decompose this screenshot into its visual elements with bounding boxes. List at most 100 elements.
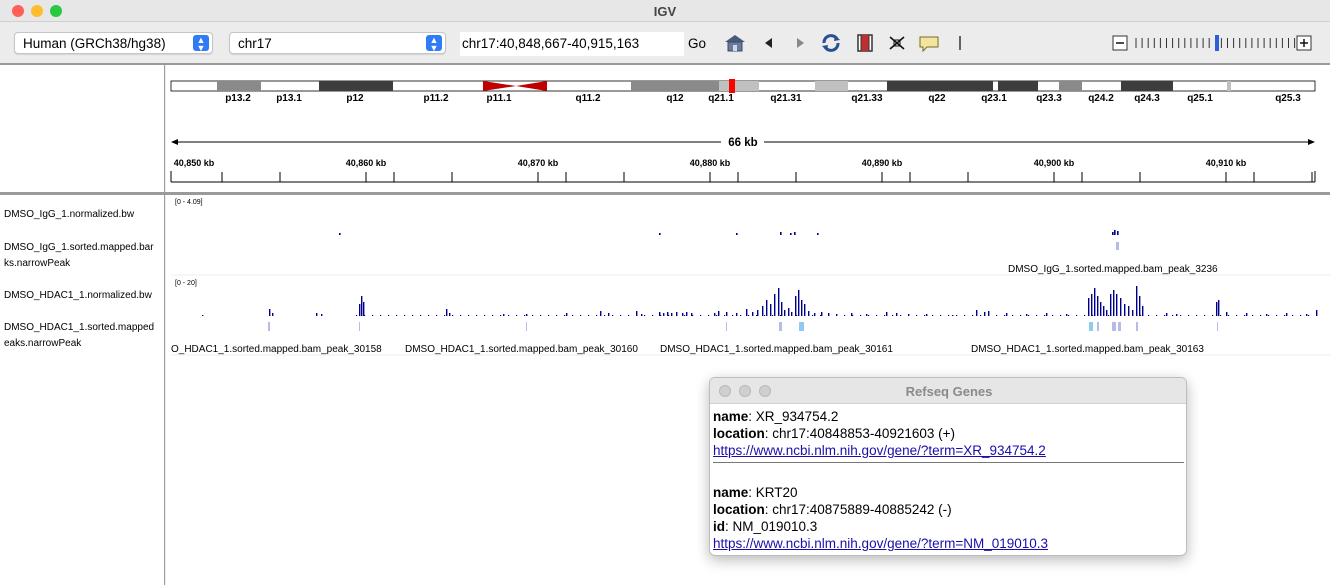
coverage-bar	[388, 315, 390, 316]
coverage-bar	[321, 314, 323, 316]
coverage-bar	[988, 311, 990, 316]
coverage-bar	[714, 313, 716, 316]
coverage-bar	[724, 315, 726, 316]
hdac1-coverage-track	[202, 286, 1318, 316]
hdac1-range-label: [0 - 20]	[175, 280, 197, 287]
coverage-bar	[984, 312, 986, 316]
coverage-bar	[600, 311, 602, 316]
coverage-bar	[564, 315, 566, 316]
coverage-bar	[460, 315, 462, 316]
coverage-bar	[1100, 315, 1102, 316]
gene2-id-row: id: NM_019010.3	[713, 519, 818, 534]
coverage-bar	[788, 315, 790, 316]
igg-peak-label: DMSO_IgG_1.sorted.mapped.bam_peak_3236	[1008, 264, 1218, 275]
track-name-igg-bw[interactable]: DMSO_IgG_1.normalized.bw	[4, 209, 135, 220]
coverage-bar	[449, 313, 451, 316]
coverage-bar	[524, 315, 526, 316]
coverage-bar	[900, 315, 902, 316]
coverage-bar	[1140, 315, 1142, 316]
back-arrow-icon[interactable]	[757, 32, 781, 54]
coverage-bar	[516, 315, 518, 316]
coverage-bar	[659, 312, 661, 316]
coverage-bar	[269, 309, 271, 316]
coverage-bar	[808, 311, 810, 316]
gene2-ncbi-link[interactable]: https://www.ncbi.nlm.nih.gov/gene/?term=…	[713, 536, 1049, 551]
coverage-bar	[339, 233, 341, 235]
coverage-bar	[1306, 314, 1308, 316]
hdac1-peaks-track	[268, 322, 1218, 331]
coverage-bar	[356, 315, 358, 316]
zoom-window-button[interactable]	[50, 5, 62, 17]
span-indicator: 66 kb	[171, 137, 1315, 149]
track-name-hdac1-bw[interactable]: DMSO_HDAC1_1.normalized.bw	[4, 290, 152, 301]
roi-icon[interactable]	[853, 32, 877, 54]
coverage-bar	[566, 313, 568, 316]
popup-minimize-button[interactable]	[739, 385, 751, 397]
coverage-bar	[766, 300, 768, 316]
coverage-bar	[956, 315, 958, 316]
track-name-panel: DMSO_IgG_1.normalized.bw DMSO_IgG_1.sort…	[0, 65, 165, 585]
ruler-tick-label: 40,880 kb	[690, 158, 731, 168]
home-icon[interactable]	[723, 32, 747, 54]
coverage-bar	[686, 312, 688, 316]
locus-input[interactable]: chr17:40,848,667-40,915,163	[460, 32, 684, 56]
coverage-bar	[1252, 315, 1254, 316]
refseq-genes-popup[interactable]: Refseq Genes name: XR_934754.2 location:…	[709, 377, 1187, 556]
coverage-bar	[359, 304, 361, 316]
genome-dropdown[interactable]: Human (GRCh38/hg38) ▲ ▼	[14, 32, 213, 54]
coverage-bar	[1166, 313, 1168, 316]
coverage-bar	[572, 315, 574, 316]
resize-icon[interactable]	[885, 32, 909, 54]
minimize-window-button[interactable]	[31, 5, 43, 17]
coverage-bar	[652, 315, 654, 316]
track-name-igg-peaks-line1[interactable]: DMSO_IgG_1.sorted.mapped.bar	[4, 242, 154, 253]
track-name-igg-peaks-line2[interactable]: ks.narrowPeak	[4, 258, 71, 269]
peak-feature	[526, 322, 527, 331]
coverage-bar	[817, 233, 819, 235]
coverage-bar	[804, 315, 806, 316]
coverage-bar	[444, 315, 446, 316]
go-button[interactable]: Go	[688, 36, 707, 51]
ruler-panel[interactable]: p13.2 p13.1 p12 p11.2 p11.1 q11.2 q12 q21.1 q21.…	[166, 65, 1330, 192]
close-window-button[interactable]	[12, 5, 24, 17]
hdac1-peak-label-30161: DMSO_HDAC1_1.sorted.mapped.bam_peak_3016…	[660, 344, 893, 355]
popup-title: Refseq Genes	[905, 384, 993, 399]
refresh-icon[interactable]	[819, 32, 843, 54]
track-name-hdac1-peaks-line2[interactable]: eaks.narrowPeak	[4, 338, 82, 349]
coverage-bar	[684, 315, 686, 316]
chromosome-ideogram	[170, 79, 1316, 93]
coverage-bar	[886, 312, 888, 316]
gene2-name-row: name: KRT20	[713, 485, 798, 500]
popup-zoom-button[interactable]	[759, 385, 771, 397]
zoom-slider[interactable]	[1112, 35, 1317, 51]
forward-arrow-icon[interactable]	[788, 32, 812, 54]
ruler-tick-label: 40,890 kb	[862, 158, 903, 168]
coverage-bar	[1218, 300, 1220, 316]
hdac1-peak-label-30163: DMSO_HDAC1_1.sorted.mapped.bam_peak_3016…	[971, 344, 1204, 355]
coverage-bar	[667, 312, 669, 316]
coverage-bar	[1226, 312, 1228, 316]
coverage-bar	[663, 313, 665, 316]
coverage-bar	[1132, 310, 1134, 316]
coverage-bar	[868, 315, 870, 316]
track-name-hdac1-peaks-line1[interactable]: DMSO_HDAC1_1.sorted.mapped	[4, 322, 155, 333]
coverage-bar	[1300, 315, 1302, 316]
coverage-bar	[476, 315, 478, 316]
gene1-ncbi-link[interactable]: https://www.ncbi.nlm.nih.gov/gene/?term=…	[713, 443, 1046, 458]
coverage-bar	[641, 314, 643, 316]
chromosome-dropdown[interactable]: chr17 ▲ ▼	[229, 32, 446, 54]
coverage-bar	[756, 315, 758, 316]
popup-close-button[interactable]	[719, 385, 731, 397]
coverage-bar	[1236, 315, 1238, 316]
coverage-bar	[716, 315, 718, 316]
coverage-bar	[757, 310, 759, 316]
coverage-bar	[908, 315, 910, 316]
coverage-bar	[1204, 315, 1206, 316]
coverage-bar	[620, 315, 622, 316]
coverage-bar	[1260, 315, 1262, 316]
coverage-bar	[796, 315, 798, 316]
popup-titlebar[interactable]: Refseq Genes	[710, 378, 1186, 404]
coverage-bar	[676, 312, 678, 316]
popup-text-icon[interactable]	[917, 32, 941, 54]
coverage-bar	[548, 315, 550, 316]
